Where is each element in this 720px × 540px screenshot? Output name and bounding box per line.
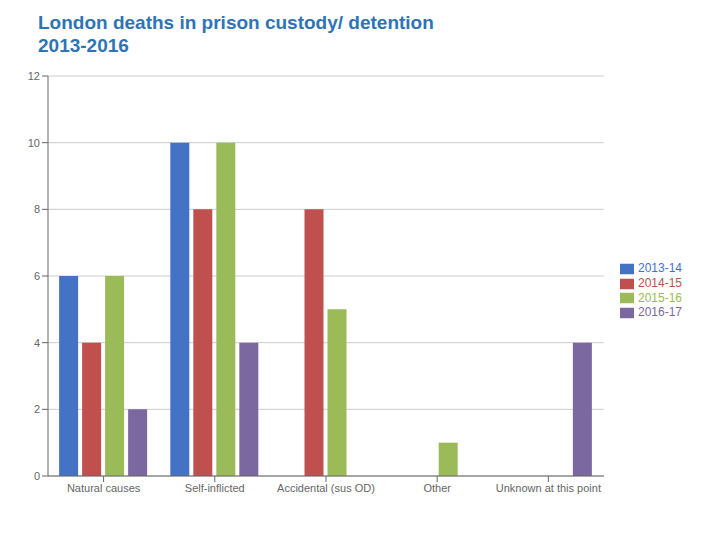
svg-text:Natural causes: Natural causes [67, 481, 141, 493]
svg-text:Accidental (sus OD): Accidental (sus OD) [277, 481, 375, 493]
svg-text:0: 0 [34, 469, 40, 481]
html-text:2016-17: 2016-17 [638, 305, 682, 320]
svg-text:Other: Other [423, 481, 451, 493]
html-text:London deaths in prison custod: London deaths in prison custody/ detenti… [38, 12, 434, 33]
html-text:2014-15: 2014-15 [638, 275, 682, 290]
svg-text:10: 10 [28, 136, 40, 148]
svg-text:4: 4 [34, 336, 40, 348]
svg-text:2: 2 [34, 403, 40, 415]
svg-text:Unknown at this point: Unknown at this point [496, 481, 601, 493]
html-text:2013-14: 2013-14 [638, 260, 682, 275]
svg-text:8: 8 [34, 203, 40, 215]
html-text:2015-16: 2015-16 [638, 290, 682, 305]
svg-text:6: 6 [34, 269, 40, 281]
svg-text:12: 12 [28, 69, 40, 81]
html-text:2013-2016: 2013-2016 [38, 34, 129, 56]
svg-text:Self-inflicted: Self-inflicted [185, 481, 245, 493]
